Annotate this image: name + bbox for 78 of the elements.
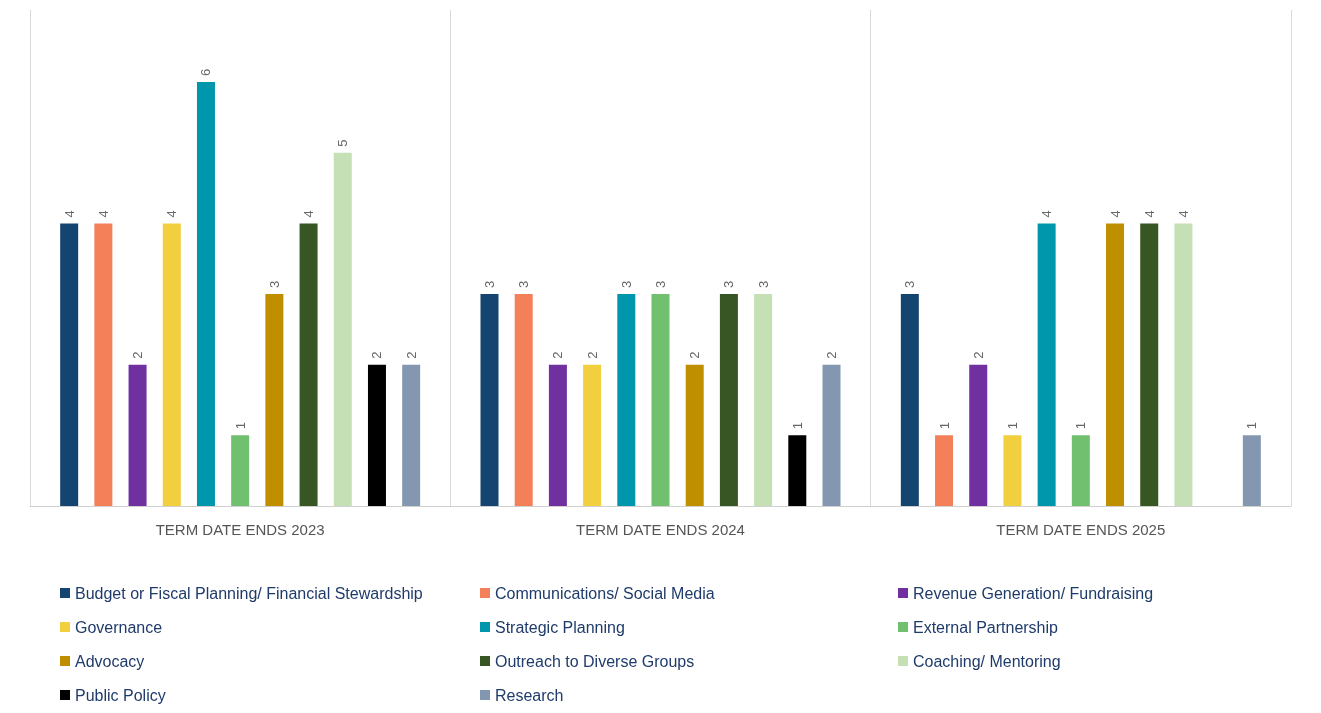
data-label: 1 <box>232 422 248 430</box>
bar <box>128 364 147 506</box>
data-label: 1 <box>789 422 805 430</box>
bar <box>822 364 841 506</box>
data-label: 2 <box>584 351 600 359</box>
data-label: 3 <box>266 280 282 289</box>
data-label: 5 <box>335 139 351 147</box>
bar <box>1071 435 1090 506</box>
data-label: 3 <box>653 280 668 289</box>
bar <box>1242 435 1261 506</box>
bar <box>60 223 79 506</box>
bar <box>935 435 954 506</box>
x-tick-label: TERM DATE ENDS 2023 <box>155 521 325 538</box>
bar <box>617 294 636 506</box>
bar <box>651 294 670 506</box>
legend-label: Communications/ Social Media <box>495 584 715 602</box>
data-label: 1 <box>1073 422 1089 430</box>
bar <box>514 294 533 506</box>
bar <box>1003 435 1022 506</box>
legend-label: Outreach to Diverse Groups <box>495 652 695 670</box>
data-label: 3 <box>721 280 737 289</box>
bar <box>265 294 284 506</box>
bar <box>94 223 113 506</box>
bar <box>367 364 386 506</box>
data-label: 4 <box>1175 210 1191 218</box>
data-label: 2 <box>369 351 385 359</box>
data-label: 1 <box>1244 422 1260 430</box>
data-label: 4 <box>61 210 77 218</box>
data-label: 4 <box>95 210 111 218</box>
bar <box>299 223 318 506</box>
legend-label: External Partnership <box>913 618 1059 636</box>
bar <box>719 294 738 506</box>
x-tick-label: TERM DATE ENDS 2025 <box>996 521 1166 538</box>
data-label: 3 <box>618 280 634 289</box>
bar <box>1037 223 1056 506</box>
data-label: 6 <box>198 68 214 77</box>
data-label: 3 <box>902 280 918 289</box>
data-label: 4 <box>1141 210 1157 218</box>
data-label: 3 <box>516 280 532 289</box>
legend-label: Strategic Planning <box>495 618 625 636</box>
data-label: 4 <box>301 210 317 218</box>
legend-label: Coaching/ Mentoring <box>913 652 1061 670</box>
bar <box>1174 223 1193 506</box>
data-label: 2 <box>550 351 566 359</box>
bar <box>969 364 988 506</box>
bar <box>583 364 602 506</box>
data-label: 4 <box>164 210 180 218</box>
data-label: 1 <box>1004 422 1020 430</box>
bar <box>685 364 704 506</box>
bar <box>480 294 499 506</box>
x-tick-label: TERM DATE ENDS 2024 <box>576 521 745 538</box>
legend-label: Budget or Fiscal Planning/ Financial Stewardship <box>75 584 423 602</box>
data-label: 4 <box>1107 210 1123 218</box>
data-label: 3 <box>482 280 497 289</box>
legend-label: Revenue Generation/ Fundraising <box>913 584 1154 602</box>
bar <box>231 435 250 506</box>
bar <box>788 435 807 506</box>
legend-label: Governance <box>75 618 163 636</box>
data-label: 3 <box>755 280 771 289</box>
bar <box>900 294 919 506</box>
bar <box>548 364 567 506</box>
bar <box>1106 223 1125 506</box>
data-label: 2 <box>687 351 703 359</box>
data-label: 2 <box>130 351 146 359</box>
bar <box>1140 223 1159 506</box>
bar <box>162 223 181 506</box>
data-label: 1 <box>936 422 952 430</box>
bar <box>402 364 421 506</box>
data-label: 2 <box>403 351 419 359</box>
legend-label: Advocacy <box>75 652 145 670</box>
bar <box>196 82 215 506</box>
legend-label: Research <box>495 686 564 704</box>
bar <box>754 294 773 506</box>
data-label: 2 <box>970 351 986 359</box>
data-label: 4 <box>1039 210 1055 218</box>
bar <box>333 152 352 506</box>
data-label: 2 <box>824 351 839 359</box>
legend-label: Public Policy <box>75 686 166 704</box>
